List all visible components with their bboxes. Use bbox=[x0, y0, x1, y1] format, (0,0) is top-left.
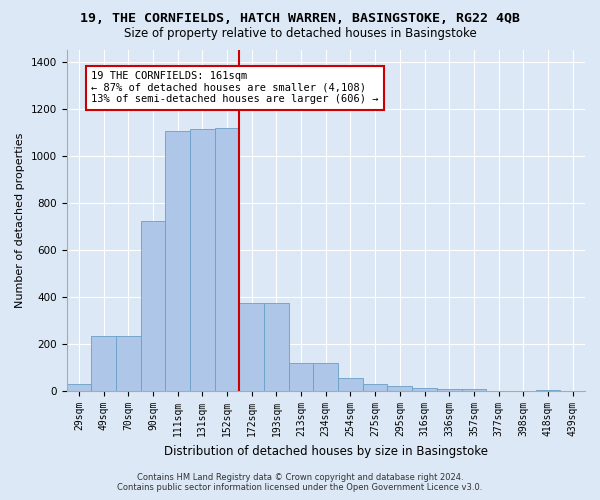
Bar bbox=[239, 303, 264, 391]
Y-axis label: Number of detached properties: Number of detached properties bbox=[15, 133, 25, 308]
Bar bbox=[461, 390, 486, 391]
Bar bbox=[190, 129, 215, 391]
Bar bbox=[116, 336, 140, 391]
Bar bbox=[338, 378, 363, 391]
Text: Contains HM Land Registry data © Crown copyright and database right 2024.
Contai: Contains HM Land Registry data © Crown c… bbox=[118, 473, 482, 492]
Bar bbox=[289, 363, 313, 391]
Text: Size of property relative to detached houses in Basingstoke: Size of property relative to detached ho… bbox=[124, 28, 476, 40]
Bar bbox=[67, 384, 91, 391]
Bar bbox=[165, 131, 190, 391]
Bar bbox=[313, 363, 338, 391]
Text: 19 THE CORNFIELDS: 161sqm
← 87% of detached houses are smaller (4,108)
13% of se: 19 THE CORNFIELDS: 161sqm ← 87% of detac… bbox=[91, 71, 379, 104]
Bar bbox=[264, 303, 289, 391]
Bar bbox=[536, 390, 560, 391]
Text: 19, THE CORNFIELDS, HATCH WARREN, BASINGSTOKE, RG22 4QB: 19, THE CORNFIELDS, HATCH WARREN, BASING… bbox=[80, 12, 520, 26]
Bar bbox=[363, 384, 388, 391]
Bar bbox=[91, 336, 116, 391]
Bar bbox=[215, 128, 239, 391]
Bar bbox=[437, 389, 461, 391]
Bar bbox=[388, 386, 412, 391]
Bar bbox=[140, 220, 165, 391]
Bar bbox=[412, 388, 437, 391]
X-axis label: Distribution of detached houses by size in Basingstoke: Distribution of detached houses by size … bbox=[164, 444, 488, 458]
